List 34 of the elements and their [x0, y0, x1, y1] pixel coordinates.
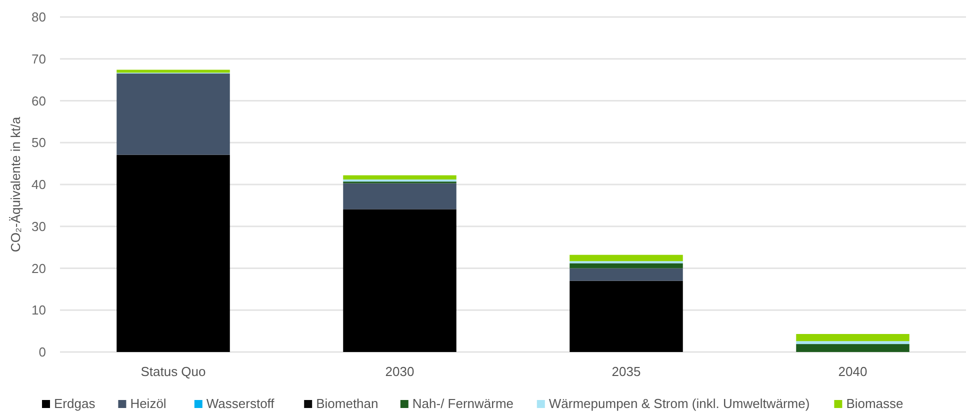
- legend-label: Heizöl: [130, 396, 166, 411]
- legend-label: Nah-/ Fernwärme: [412, 396, 514, 411]
- bar: [796, 334, 910, 342]
- y-tick-label: 10: [32, 302, 46, 318]
- y-tick-label: 80: [32, 10, 46, 25]
- legend-label: Wärmepumpen & Strom (inkl. Umweltwärme): [548, 396, 810, 411]
- bar: [796, 344, 910, 352]
- y-tick-label: 40: [32, 177, 46, 192]
- legend-label: Biomethan: [316, 396, 378, 411]
- bar: [796, 341, 910, 344]
- y-tick-label: 0: [38, 344, 46, 360]
- x-tick-label: 2035: [612, 364, 641, 379]
- bar: [343, 183, 456, 210]
- bar: [343, 179, 456, 182]
- bar: [343, 209, 456, 352]
- y-tick-label: 70: [32, 51, 46, 66]
- x-tick-label: 2030: [385, 364, 414, 379]
- legend-label: Biomasse: [846, 396, 904, 411]
- bar: [570, 280, 683, 352]
- y-tick-label: 60: [32, 93, 46, 108]
- y-axis-title: CO₂-Äquivalente in kt/a: [8, 116, 23, 252]
- bar: [343, 175, 456, 180]
- y-tick-label: 20: [32, 260, 46, 276]
- x-tick-label: Status Quo: [140, 364, 206, 379]
- legend-label: Wasserstoff: [206, 396, 275, 411]
- bar: [570, 254, 683, 262]
- y-tick-label: 50: [32, 135, 46, 150]
- bar: [116, 74, 230, 155]
- legend-label: Erdgas: [54, 396, 96, 411]
- bar: [570, 268, 683, 281]
- y-tick-label: 30: [32, 218, 46, 234]
- bar: [570, 263, 683, 268]
- bar: [116, 154, 230, 352]
- x-tick-label: 2040: [838, 364, 868, 379]
